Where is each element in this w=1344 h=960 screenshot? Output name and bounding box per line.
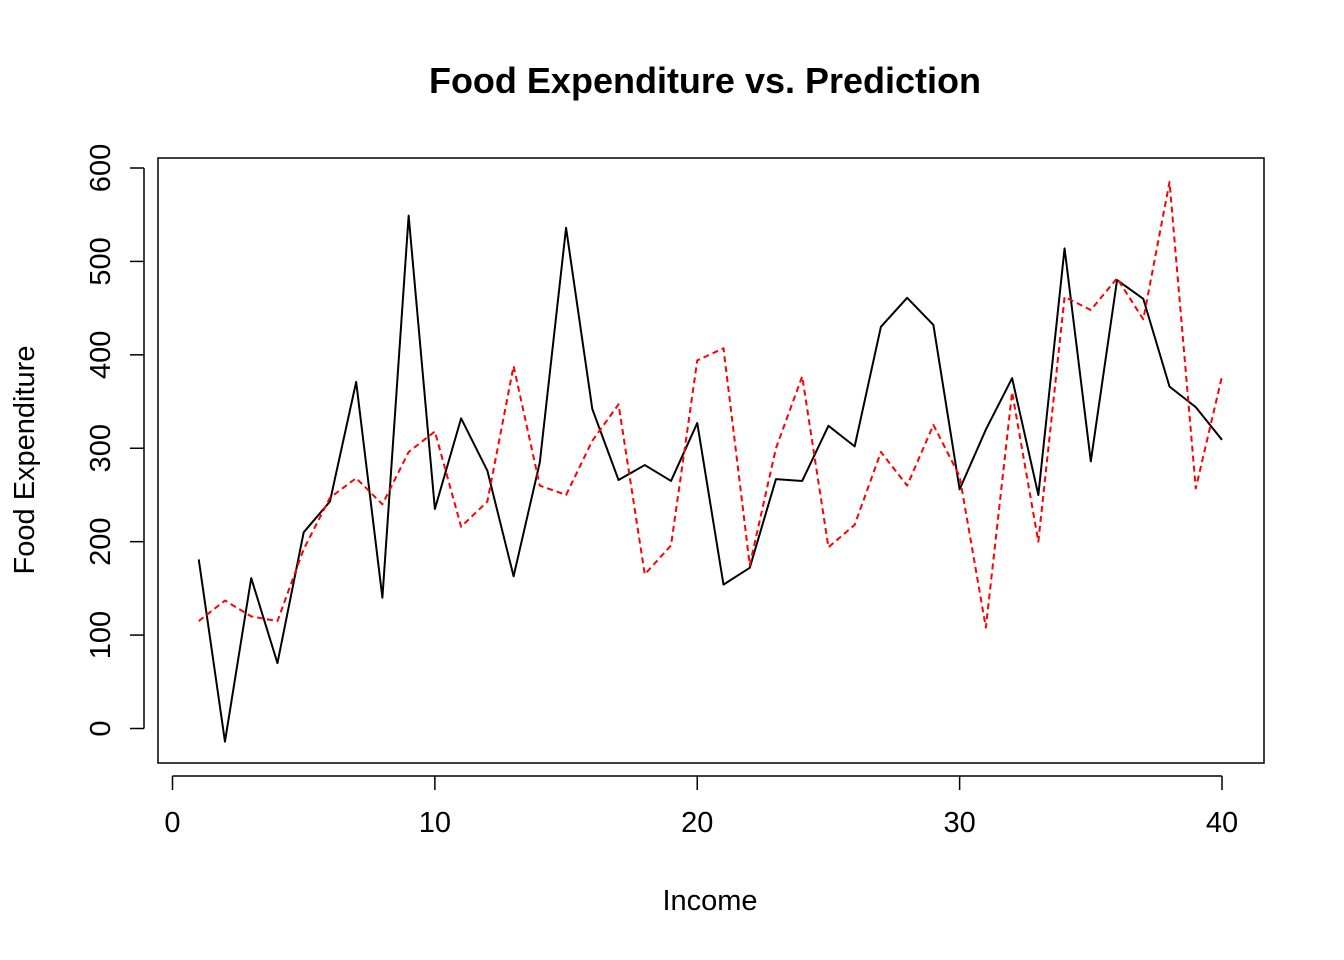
y-tick-label: 500 bbox=[85, 237, 117, 285]
chart-title: Food Expenditure vs. Prediction bbox=[429, 60, 981, 101]
series-line-actual bbox=[197, 214, 1223, 743]
series-layer bbox=[197, 181, 1223, 743]
series-line-predicted bbox=[198, 181, 1223, 629]
x-tick-label: 40 bbox=[1206, 807, 1238, 839]
x-axis-label: Income bbox=[662, 885, 757, 917]
x-axis: 0 10 20 30 40 bbox=[164, 775, 1238, 839]
x-tick-label: 10 bbox=[419, 807, 451, 839]
y-tick-label: 100 bbox=[85, 611, 117, 659]
y-axis: 0 100 200 300 400 500 600 bbox=[85, 144, 145, 737]
y-tick-label: 200 bbox=[85, 517, 117, 565]
y-tick-label: 600 bbox=[85, 144, 117, 192]
y-axis-label: Food Expenditure bbox=[9, 346, 41, 575]
y-tick-label: 400 bbox=[85, 331, 117, 379]
x-tick-label: 30 bbox=[943, 807, 975, 839]
x-tick-label: 20 bbox=[681, 807, 713, 839]
y-tick-label: 0 bbox=[85, 720, 117, 736]
x-tick-label: 0 bbox=[164, 807, 180, 839]
plot-frame bbox=[157, 157, 1265, 764]
y-tick-label: 300 bbox=[85, 424, 117, 472]
